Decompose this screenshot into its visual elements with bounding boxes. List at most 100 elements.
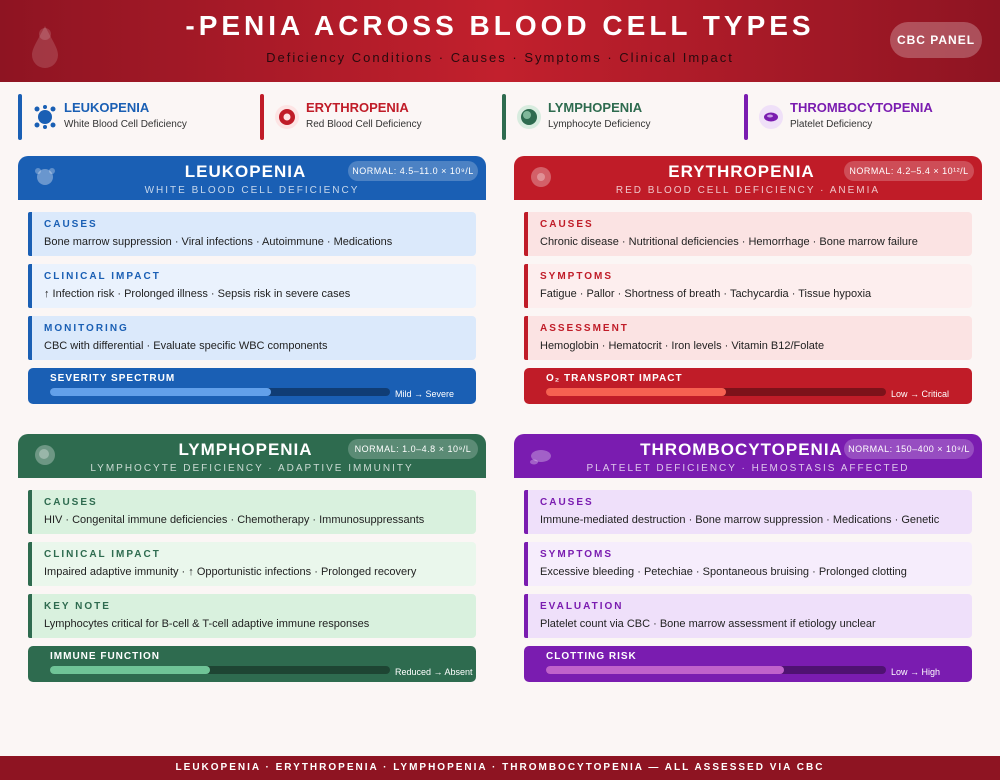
meter-fill (546, 666, 784, 674)
meter-fill (50, 388, 271, 396)
panel-header: ERYTHROPENIA RED BLOOD CELL DEFICIENCY ·… (514, 156, 982, 200)
legend-item-erythropenia: ERYTHROPENIA Red Blood Cell Deficiency (260, 94, 490, 140)
card-label: KEY NOTE (44, 601, 111, 612)
legend-name: LYMPHOPENIA (548, 100, 643, 115)
card-label: CLINICAL IMPACT (44, 271, 161, 282)
legend-name: LEUKOPENIA (64, 100, 150, 115)
severity-meter: SEVERITY SPECTRUM Mild → Severe (28, 368, 476, 404)
meter-scale: Low → High (891, 667, 941, 677)
panel-title: LEUKOPENIA (184, 162, 307, 181)
normal-range-badge: NORMAL: 4.5–11.0 × 10⁹/L (348, 161, 478, 181)
meter-label: O₂ TRANSPORT IMPACT (546, 373, 683, 384)
wbc-icon (34, 105, 56, 129)
card-text: ↑ Infection risk · Prolonged illness · S… (44, 288, 351, 300)
header-banner: -PENIA ACROSS BLOOD CELL TYPES Deficienc… (0, 0, 1000, 82)
o2-transport-meter: O₂ TRANSPORT IMPACT Low → Critical (524, 368, 972, 404)
legend-desc: White Blood Cell Deficiency (64, 119, 187, 130)
panel-erythropenia: ERYTHROPENIA RED BLOOD CELL DEFICIENCY ·… (514, 156, 982, 408)
panel-subtitle: LYMPHOCYTE DEFICIENCY · ADAPTIVE IMMUNIT… (90, 463, 414, 474)
legend-item-thrombocytopenia: THROMBOCYTOPENIA Platelet Deficiency (744, 94, 974, 140)
card-text: HIV · Congenital immune deficiencies · C… (44, 514, 425, 526)
panel-title: LYMPHOPENIA (178, 440, 313, 459)
card-clinical-impact: CLINICAL IMPACT ↑ Infection risk · Prolo… (28, 264, 476, 308)
platelet-icon (759, 105, 783, 129)
card-text: Bone marrow suppression · Viral infectio… (44, 236, 393, 248)
card-accent (524, 212, 528, 256)
legend-desc: Lymphocyte Deficiency (548, 119, 651, 130)
card-label: ASSESSMENT (540, 323, 629, 334)
card-label: EVALUATION (540, 601, 624, 612)
meter-track (546, 666, 886, 674)
card-text: Excessive bleeding · Petechiae · Spontan… (540, 566, 907, 578)
card-accent (28, 594, 32, 638)
card-text: Hemoglobin · Hematocrit · Iron levels · … (540, 340, 825, 352)
panel-subtitle: RED BLOOD CELL DEFICIENCY · ANEMIA (615, 185, 881, 196)
card-accent (28, 316, 32, 360)
card-accent (28, 264, 32, 308)
panel-leukopenia: LEUKOPENIA WHITE BLOOD CELL DEFICIENCY N… (18, 156, 486, 408)
meter-scale: Low → Critical (891, 389, 950, 399)
card-label: CAUSES (540, 497, 594, 508)
card-symptoms: SYMPTOMS Fatigue · Pallor · Shortness of… (524, 264, 972, 308)
card-assessment: ASSESSMENT Hemoglobin · Hematocrit · Iro… (524, 316, 972, 360)
lymphocyte-icon (35, 445, 55, 465)
card-text: Impaired adaptive immunity · ↑ Opportuni… (44, 566, 417, 578)
rbc-icon (275, 105, 299, 129)
card-label: CAUSES (540, 219, 594, 230)
legend-name: THROMBOCYTOPENIA (790, 100, 933, 115)
normal-range-badge: NORMAL: 150–400 × 10⁹/L (844, 439, 974, 459)
card-accent (524, 594, 528, 638)
clotting-risk-meter: CLOTTING RISK Low → High (524, 646, 972, 682)
meter-fill (50, 666, 210, 674)
meter-track (50, 388, 390, 396)
legend-color-bar (260, 94, 264, 140)
legend-desc: Platelet Deficiency (790, 119, 873, 130)
card-text: Chronic disease · Nutritional deficienci… (540, 236, 918, 248)
cbc-panel-badge: CBC PANEL (890, 22, 982, 58)
card-text: Platelet count via CBC · Bone marrow ass… (540, 618, 876, 630)
card-accent (28, 542, 32, 586)
lymphocyte-icon (517, 105, 541, 129)
panel-header: LYMPHOPENIA LYMPHOCYTE DEFICIENCY · ADAP… (18, 434, 486, 478)
meter-track (546, 388, 886, 396)
card-text: Fatigue · Pallor · Shortness of breath ·… (540, 288, 872, 300)
meter-scale: Reduced → Absent (395, 667, 473, 677)
card-text: Lymphocytes critical for B-cell & T-cell… (44, 618, 370, 630)
card-label: SYMPTOMS (540, 271, 614, 282)
card-causes: CAUSES HIV · Congenital immune deficienc… (28, 490, 476, 534)
card-monitoring: MONITORING CBC with differential · Evalu… (28, 316, 476, 360)
panel-title: ERYTHROPENIA (668, 162, 815, 181)
legend-name: ERYTHROPENIA (306, 100, 409, 115)
card-causes: CAUSES Chronic disease · Nutritional def… (524, 212, 972, 256)
card-text: CBC with differential · Evaluate specifi… (44, 340, 328, 352)
normal-range-badge: NORMAL: 1.0–4.8 × 10⁹/L (348, 439, 478, 459)
panel-subtitle: WHITE BLOOD CELL DEFICIENCY (144, 185, 360, 196)
legend-color-bar (744, 94, 748, 140)
card-accent (524, 490, 528, 534)
card-causes: CAUSES Bone marrow suppression · Viral i… (28, 212, 476, 256)
legend-desc: Red Blood Cell Deficiency (306, 119, 422, 130)
card-accent (28, 490, 32, 534)
panel-lymphopenia: LYMPHOPENIA LYMPHOCYTE DEFICIENCY · ADAP… (18, 434, 486, 686)
card-label: CAUSES (44, 219, 98, 230)
card-label: CAUSES (44, 497, 98, 508)
meter-label: CLOTTING RISK (546, 651, 637, 662)
card-clinical-impact: CLINICAL IMPACT Impaired adaptive immuni… (28, 542, 476, 586)
card-accent (524, 316, 528, 360)
immune-function-meter: IMMUNE FUNCTION Reduced → Absent (28, 646, 476, 682)
panel-subtitle: PLATELET DEFICIENCY · HEMOSTASIS AFFECTE… (586, 463, 910, 474)
legend-color-bar (502, 94, 506, 140)
card-key-note: KEY NOTE Lymphocytes critical for B-cell… (28, 594, 476, 638)
platelet-icon (530, 450, 551, 465)
card-label: CLINICAL IMPACT (44, 549, 161, 560)
page-title: -PENIA ACROSS BLOOD CELL TYPES (185, 10, 815, 41)
panel-thrombocytopenia: THROMBOCYTOPENIA PLATELET DEFICIENCY · H… (514, 434, 982, 686)
normal-range-badge: NORMAL: 4.2–5.4 × 10¹²/L (844, 161, 974, 181)
meter-label: SEVERITY SPECTRUM (50, 373, 176, 384)
panel-header: THROMBOCYTOPENIA PLATELET DEFICIENCY · H… (514, 434, 982, 478)
card-accent (524, 264, 528, 308)
blood-drop-icon (32, 26, 58, 68)
card-accent (28, 212, 32, 256)
legend-color-bar (18, 94, 22, 140)
card-accent (524, 542, 528, 586)
